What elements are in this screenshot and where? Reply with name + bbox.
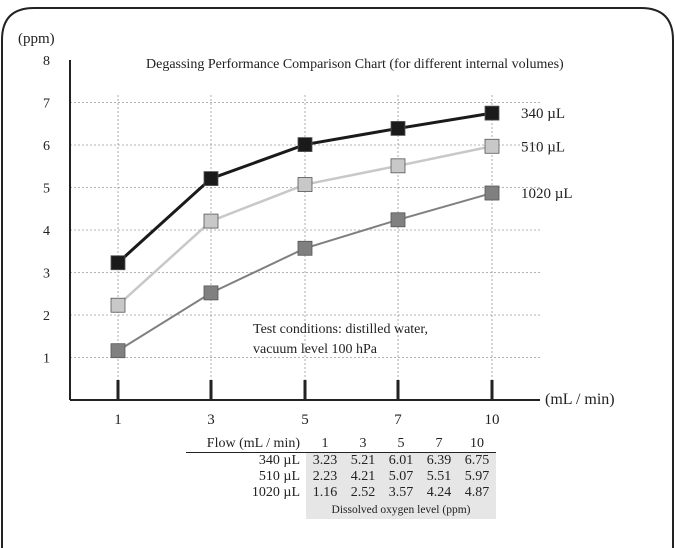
- table-row-label: 1020 µL: [251, 485, 300, 500]
- x-tick-label: 5: [301, 412, 309, 428]
- data-point-marker: [110, 255, 126, 271]
- y-tick-label: 6: [43, 139, 50, 154]
- table-cell: 1.16: [306, 485, 344, 501]
- table-cell: 2.52: [344, 485, 382, 501]
- chart-frame: [1, 7, 674, 548]
- table-header-cell: 10: [458, 436, 496, 453]
- x-axis-label: (mL / min): [545, 391, 615, 408]
- table-cell: 4.21: [344, 469, 382, 485]
- series-markers: [110, 105, 500, 359]
- series-line: [117, 145, 493, 307]
- table-row-label: 510 µL: [258, 469, 300, 484]
- data-point-marker: [203, 285, 219, 301]
- data-point-marker: [297, 137, 313, 152]
- data-point-marker: [203, 213, 219, 229]
- table-header-label: Flow (mL / min): [186, 436, 306, 453]
- table-cell: 4.24: [420, 485, 458, 501]
- data-table: Flow (mL / min) 1 3 5 7 10 340 µL 3.23 5…: [186, 436, 496, 519]
- x-tick-label: 7: [394, 412, 402, 428]
- table-header-row: Flow (mL / min) 1 3 5 7 10: [186, 436, 496, 453]
- y-tick-label: 4: [43, 224, 50, 239]
- table-cell: 5.51: [420, 469, 458, 485]
- data-point-marker: [297, 240, 313, 256]
- chart-title: Degassing Performance Comparison Chart (…: [146, 57, 564, 72]
- data-point-marker: [390, 158, 406, 174]
- chart-text: (ppm) (mL / min) Degassing Performance C…: [18, 31, 615, 428]
- y-tick-label: 8: [43, 54, 50, 69]
- annotation-line-1: Test conditions: distilled water,: [253, 322, 428, 337]
- table-cell: 2.23: [306, 469, 344, 485]
- y-axis-label: (ppm): [18, 31, 55, 47]
- table-row-label: 340 µL: [258, 453, 300, 468]
- data-point-marker: [484, 185, 500, 201]
- data-point-marker: [297, 177, 313, 192]
- y-tick-label: 2: [43, 309, 50, 324]
- table-row: 1020 µL 1.16 2.52 3.57 4.24 4.87: [186, 485, 496, 501]
- series-label: 510 µL: [521, 139, 565, 155]
- table-footer-row: Dissolved oxygen level (ppm): [186, 501, 496, 519]
- table-cell: 3.57: [382, 485, 420, 501]
- data-point-marker: [110, 297, 126, 313]
- axes: [69, 60, 540, 401]
- table-cell: 5.21: [344, 452, 382, 469]
- data-point-marker: [390, 212, 406, 228]
- y-tick-label: 3: [43, 267, 50, 282]
- table-header-cell: 3: [344, 436, 382, 453]
- table-cell: 4.87: [458, 485, 496, 501]
- table-header-cell: 1: [306, 436, 344, 453]
- series-label: 340 µL: [521, 106, 565, 122]
- table-header-cell: 5: [382, 436, 420, 453]
- data-point-marker: [390, 121, 406, 136]
- y-tick-label: 5: [43, 182, 50, 197]
- x-tick-label: 1: [114, 412, 122, 428]
- y-tick-label: 7: [43, 97, 50, 112]
- x-tick-label: 3: [207, 412, 215, 428]
- table-cell: 6.75: [458, 452, 496, 469]
- table-cell: 6.39: [420, 452, 458, 469]
- table-footer-unit: Dissolved oxygen level (ppm): [306, 501, 496, 519]
- series-label: 1020 µL: [521, 186, 573, 202]
- table-row: 510 µL 2.23 4.21 5.07 5.51 5.97: [186, 469, 496, 485]
- data-point-marker: [110, 343, 126, 359]
- table-cell: 5.07: [382, 469, 420, 485]
- y-tick-label: 1: [43, 352, 50, 367]
- table-cell: 6.01: [382, 452, 420, 469]
- x-tick-label: 10: [485, 412, 500, 428]
- annotation-line-2: vacuum level 100 hPa: [253, 342, 378, 357]
- table-row: 340 µL 3.23 5.21 6.01 6.39 6.75: [186, 452, 496, 469]
- table-header-cell: 7: [420, 436, 458, 453]
- table-cell: 3.23: [306, 452, 344, 469]
- data-point-marker: [484, 105, 500, 121]
- data-point-marker: [203, 171, 219, 186]
- data-point-marker: [484, 138, 500, 154]
- table-cell: 5.97: [458, 469, 496, 485]
